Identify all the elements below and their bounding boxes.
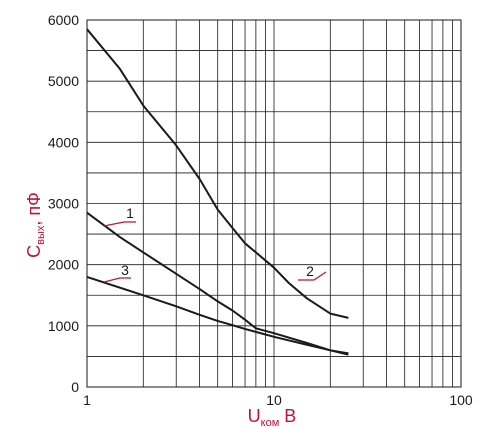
x-tick-label: 100 [449, 392, 473, 408]
curves [86, 28, 349, 356]
series-1-leader [103, 221, 136, 227]
y-tick-label: 0 [71, 379, 79, 395]
series-3-label: 3 [121, 262, 129, 278]
x-tick-label: 1 [83, 392, 91, 408]
x-tick-labels: 1 10 100 [83, 392, 473, 408]
series-2-label: 2 [306, 263, 314, 279]
series-1-line [86, 211, 349, 356]
curve-labels: 1 2 3 [103, 205, 327, 283]
grid [87, 20, 461, 387]
y-tick-label: 4000 [48, 134, 79, 150]
y-axis-title: Cвых, пФ [24, 192, 47, 258]
series-2-leader [298, 271, 327, 281]
y-tick-label: 3000 [48, 196, 79, 212]
x-axis-title: Uком В [248, 406, 297, 427]
plot-frame [86, 19, 462, 388]
series-3-line [86, 275, 349, 355]
series-1-label: 1 [126, 205, 134, 221]
y-tick-label: 6000 [48, 12, 79, 28]
y-tick-label: 2000 [48, 257, 79, 273]
x-tick-label: 10 [266, 392, 282, 408]
y-tick-label: 1000 [48, 318, 79, 334]
series-3-leader [103, 277, 131, 283]
y-tick-labels: 0 1000 2000 3000 4000 5000 6000 [48, 12, 79, 395]
y-tick-label: 5000 [48, 73, 79, 89]
series-2-line [86, 28, 349, 319]
